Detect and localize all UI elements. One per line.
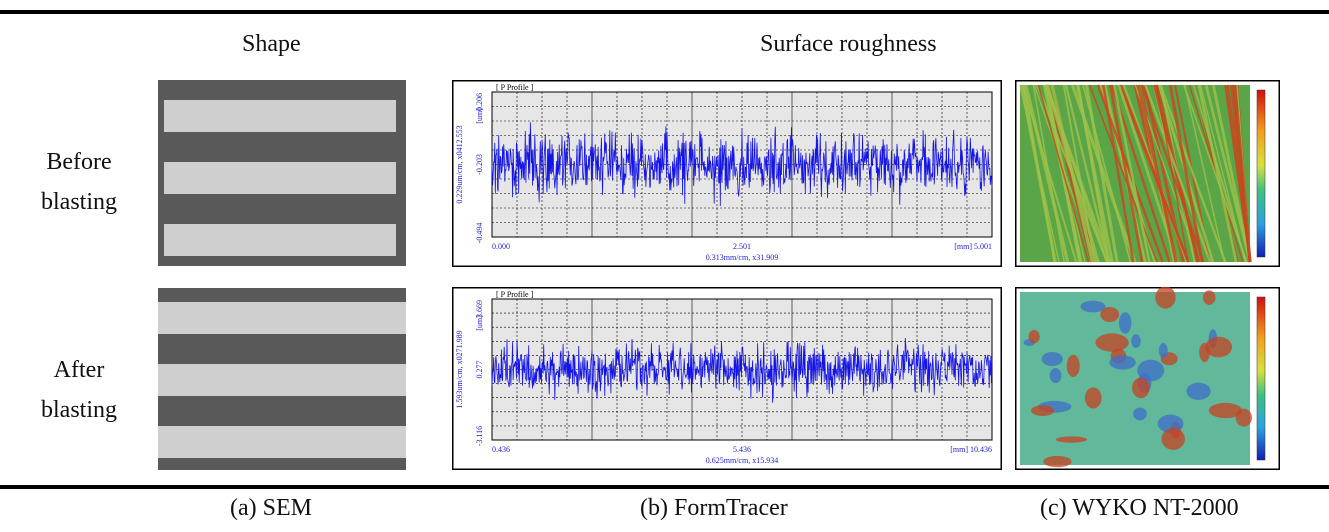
map-texture-spot bbox=[1100, 306, 1120, 323]
map-texture-spot bbox=[1186, 382, 1211, 400]
map-texture-spot bbox=[1202, 290, 1216, 305]
map-texture-streak bbox=[1113, 84, 1151, 263]
x-footer-label: 0.313mm/cm, x31.909 bbox=[706, 253, 778, 262]
top-rule bbox=[0, 10, 1329, 14]
map-texture-streak bbox=[1168, 84, 1204, 263]
map-texture-spot bbox=[1132, 377, 1150, 399]
map-texture-streak bbox=[1144, 84, 1212, 263]
map-texture-streak bbox=[1102, 84, 1135, 263]
bottom-rule bbox=[0, 485, 1329, 489]
map-texture-streak bbox=[1022, 84, 1056, 263]
map-texture-streak bbox=[1137, 84, 1178, 263]
map-texture-spot bbox=[1205, 336, 1233, 358]
map-texture-streak bbox=[1155, 84, 1189, 263]
row-label-after-line2: blasting bbox=[41, 397, 117, 423]
map-texture-spot bbox=[1158, 343, 1168, 359]
map-texture-streak bbox=[1192, 84, 1247, 263]
column-header-surface-roughness: Surface roughness bbox=[760, 31, 937, 57]
row-label-before-line1: Before bbox=[46, 149, 112, 175]
map-texture-streak bbox=[1197, 84, 1238, 263]
map-texture-spot bbox=[1109, 355, 1136, 370]
x-tick-label: 0.000 bbox=[492, 242, 510, 251]
map-texture-spot bbox=[1208, 402, 1243, 419]
map-texture-streak bbox=[1233, 84, 1252, 263]
x-tick-label: [mm] 10.436 bbox=[950, 445, 992, 454]
y-unit-label: [um] bbox=[475, 108, 484, 124]
y-side-label: 1.593um/cm, x0271.989 bbox=[455, 330, 464, 408]
profile-trace-line bbox=[491, 122, 993, 207]
map-texture-spot bbox=[1131, 334, 1141, 348]
map-texture-streak bbox=[1064, 84, 1111, 263]
map-texture-spot bbox=[1133, 407, 1147, 421]
y-tick-label: -0.203 bbox=[475, 154, 484, 175]
map-texture-streak bbox=[1045, 84, 1111, 263]
y-unit-label: [um] bbox=[475, 315, 484, 331]
y-tick-label: 0.277 bbox=[475, 361, 484, 379]
row-label-after: After blasting bbox=[4, 350, 154, 430]
column-header-shape: Shape bbox=[242, 31, 301, 57]
map-texture-spot bbox=[1161, 427, 1185, 450]
wyko-map-before bbox=[1015, 80, 1280, 267]
map-texture-spot bbox=[1080, 300, 1106, 313]
map-texture-streak bbox=[1204, 84, 1252, 263]
map-texture-streak bbox=[1224, 84, 1251, 263]
map-texture-spot bbox=[1155, 287, 1176, 309]
x-tick-label: 0.436 bbox=[492, 445, 510, 454]
map-texture-streak bbox=[1159, 84, 1227, 263]
map-texture-streak bbox=[1110, 84, 1171, 263]
map-texture-streak bbox=[1120, 84, 1190, 263]
map-texture-streak bbox=[1077, 84, 1111, 263]
map-texture-streak bbox=[1117, 84, 1179, 263]
y-tick-label: -0.494 bbox=[475, 223, 484, 244]
map-texture-spot bbox=[1041, 351, 1063, 367]
row-label-before-line2: blasting bbox=[41, 189, 117, 215]
x-footer-label: 0.625mm/cm, x15.934 bbox=[706, 456, 778, 465]
row-label-after-line1: After bbox=[53, 357, 105, 383]
map-texture-streak bbox=[1024, 84, 1070, 263]
x-tick-label: 2.501 bbox=[733, 242, 751, 251]
y-tick-label: 3.669 bbox=[475, 300, 484, 318]
map-texture-streak bbox=[1108, 84, 1144, 263]
map-texture-spot bbox=[1118, 312, 1132, 334]
caption-formtracer: (b) FormTracer bbox=[640, 495, 788, 521]
profile-trace-line bbox=[491, 337, 993, 403]
map-texture-streak bbox=[1044, 84, 1086, 263]
map-texture-spot bbox=[1049, 367, 1062, 384]
map-texture-spot bbox=[1066, 354, 1080, 377]
color-scale-bar bbox=[1256, 89, 1266, 258]
map-texture-streak bbox=[1088, 84, 1158, 263]
map-texture-spot bbox=[1157, 414, 1184, 433]
y-tick-label: -3.116 bbox=[475, 426, 484, 446]
map-texture-streak bbox=[1036, 84, 1109, 263]
x-tick-label: [mm] 5.001 bbox=[954, 242, 992, 251]
map-texture-spot bbox=[1095, 333, 1129, 352]
map-texture-spot bbox=[1043, 455, 1072, 468]
map-texture-spot bbox=[1055, 436, 1088, 443]
sem-image-after bbox=[158, 288, 406, 470]
profile-header-label: [ P Profile ] bbox=[496, 290, 534, 299]
profile-header-label: [ P Profile ] bbox=[496, 83, 534, 92]
map-texture-streak bbox=[1184, 84, 1226, 263]
map-texture-spot bbox=[1137, 359, 1165, 382]
map-texture-streak bbox=[1084, 84, 1119, 263]
x-tick-label: 5.436 bbox=[733, 445, 751, 454]
sem-image-before bbox=[158, 80, 406, 266]
map-texture-streak bbox=[1037, 84, 1090, 263]
map-texture-spot bbox=[1084, 387, 1102, 409]
caption-sem: (a) SEM bbox=[230, 495, 312, 521]
formtracer-plot-before: [ P Profile ] 0.229um/cm, x0412.553 [um] 0.… bbox=[452, 80, 1002, 267]
map-texture-spot bbox=[1028, 330, 1040, 344]
row-label-before: Before blasting bbox=[4, 142, 154, 222]
wyko-map-after bbox=[1015, 287, 1280, 470]
map-texture-spot bbox=[1030, 405, 1055, 417]
color-scale-bar bbox=[1256, 296, 1266, 461]
y-tick-label: 0.206 bbox=[475, 93, 484, 111]
y-side-label: 0.229um/cm, x0412.553 bbox=[455, 125, 464, 203]
map-texture-spot bbox=[1235, 408, 1253, 427]
formtracer-plot-after: [ P Profile ] 1.593um/cm, x0271.989 [um] 3.… bbox=[452, 287, 1002, 470]
caption-wyko: (c) WYKO NT-2000 bbox=[1040, 495, 1239, 521]
